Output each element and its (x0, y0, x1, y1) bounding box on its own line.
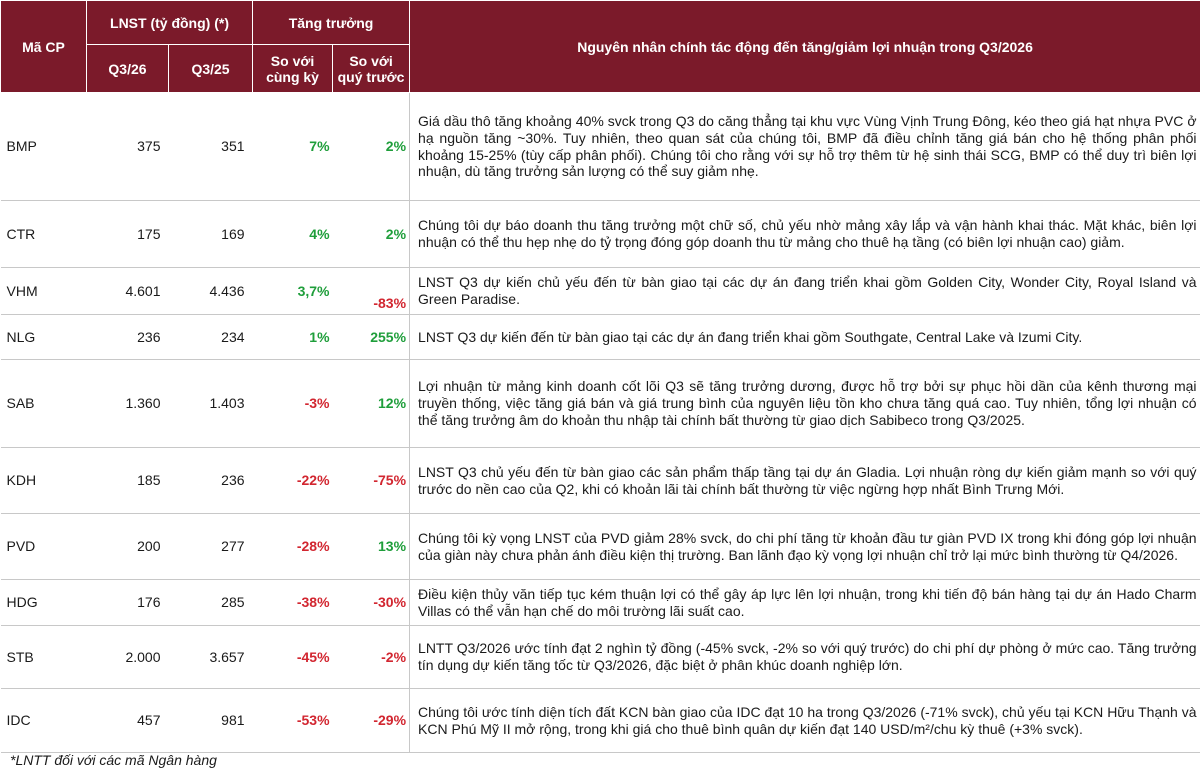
reason-cell: LNST Q3 chủ yếu đến từ bàn giao các sản … (409, 447, 1200, 514)
profit-q326-cell: 185 (86, 447, 169, 514)
profit-q326-cell: 457 (86, 688, 169, 753)
ticker-cell: STB (0, 625, 87, 689)
qoq-cell: -29% (332, 688, 410, 753)
header-q325: Q3/25 (167, 44, 254, 93)
ticker-cell: BMP (0, 92, 87, 201)
profit-q326-cell: 200 (86, 513, 169, 580)
table-row: STB 2.000 3.657 -45% -2% LNTT Q3/2026 ướ… (0, 625, 1200, 689)
table-row: NLG 236 234 1% 255% LNST Q3 dự kiến đến … (0, 314, 1200, 360)
qoq-cell: -83% (332, 267, 410, 315)
qoq-cell: -30% (332, 579, 410, 626)
header-ticker: Mã CP (0, 0, 87, 93)
table-row: KDH 185 236 -22% -75% LNST Q3 chủ yếu đế… (0, 447, 1200, 514)
table-row: CTR 175 169 4% 2% Chúng tôi dự báo doanh… (0, 200, 1200, 268)
header-q326: Q3/26 (86, 44, 169, 93)
reason-cell: LNST Q3 dự kiến chủ yếu đến từ bàn giao … (409, 267, 1200, 315)
qoq-cell: -75% (332, 447, 410, 514)
yoy-cell: -38% (252, 579, 333, 626)
table-body: BMP 375 351 7% 2% Giá dầu thô tăng khoản… (0, 92, 1200, 753)
table-row: BMP 375 351 7% 2% Giá dầu thô tăng khoản… (0, 92, 1200, 201)
profit-q325-cell: 169 (168, 200, 253, 268)
qoq-cell: 2% (332, 92, 410, 201)
yoy-cell: 1% (252, 314, 333, 360)
profit-q325-cell: 285 (168, 579, 253, 626)
profit-q326-cell: 236 (86, 314, 169, 360)
yoy-cell: -53% (252, 688, 333, 753)
qoq-cell: 255% (332, 314, 410, 360)
profit-q325-cell: 1.403 (168, 359, 253, 448)
yoy-cell: 4% (252, 200, 333, 268)
profit-q325-cell: 981 (168, 688, 253, 753)
reason-cell: LNTT Q3/2026 ước tính đạt 2 nghìn tỷ đồn… (409, 625, 1200, 689)
reason-cell: Điều kiện thủy văn tiếp tục kém thuận lợ… (409, 579, 1200, 626)
qoq-cell: -2% (332, 625, 410, 689)
header-growth-group: Tăng trưởng (252, 0, 411, 45)
profit-q326-cell: 375 (86, 92, 169, 201)
reason-cell: LNST Q3 dự kiến đến từ bàn giao tại các … (409, 314, 1200, 360)
earnings-table: Mã CP LNST (tỷ đồng) (*) Tăng trưởng Ngu… (0, 0, 1200, 753)
reason-cell: Chúng tôi kỳ vọng LNST của PVD giảm 28% … (409, 513, 1200, 580)
profit-q326-cell: 176 (86, 579, 169, 626)
ticker-cell: SAB (0, 359, 87, 448)
table-row: VHM 4.601 4.436 3,7% -83% LNST Q3 dự kiế… (0, 267, 1200, 315)
reason-cell: Giá dầu thô tăng khoảng 40% svck trong Q… (409, 92, 1200, 201)
header-profit-group: LNST (tỷ đồng) (*) (85, 0, 254, 45)
header-qoq: So với quý trước (332, 44, 411, 93)
profit-q325-cell: 3.657 (168, 625, 253, 689)
profit-q326-cell: 175 (86, 200, 169, 268)
ticker-cell: NLG (0, 314, 87, 360)
reason-cell: Chúng tôi dự báo doanh thu tăng trưởng m… (409, 200, 1200, 268)
ticker-cell: IDC (0, 688, 87, 753)
yoy-cell: 7% (252, 92, 333, 201)
table-row: SAB 1.360 1.403 -3% 12% Lợi nhuận từ mản… (0, 359, 1200, 448)
header-reason: Nguyên nhân chính tác động đến tăng/giảm… (409, 0, 1200, 93)
profit-q325-cell: 234 (168, 314, 253, 360)
table-header: Mã CP LNST (tỷ đồng) (*) Tăng trưởng Ngu… (0, 0, 1200, 93)
yoy-cell: -28% (252, 513, 333, 580)
yoy-cell: -22% (252, 447, 333, 514)
yoy-cell: 3,7% (252, 267, 333, 315)
profit-q325-cell: 236 (168, 447, 253, 514)
profit-q326-cell: 1.360 (86, 359, 169, 448)
ticker-cell: HDG (0, 579, 87, 626)
ticker-cell: PVD (0, 513, 87, 580)
profit-q325-cell: 4.436 (168, 267, 253, 315)
table-row: IDC 457 981 -53% -29% Chúng tôi ước tính… (0, 688, 1200, 753)
reason-cell: Lợi nhuận từ mảng kinh doanh cốt lõi Q3 … (409, 359, 1200, 448)
profit-q326-cell: 4.601 (86, 267, 169, 315)
profit-q325-cell: 351 (168, 92, 253, 201)
yoy-cell: -3% (252, 359, 333, 448)
ticker-cell: VHM (0, 267, 87, 315)
profit-q326-cell: 2.000 (86, 625, 169, 689)
qoq-cell: 2% (332, 200, 410, 268)
table-row: HDG 176 285 -38% -30% Điều kiện thủy văn… (0, 579, 1200, 626)
ticker-cell: KDH (0, 447, 87, 514)
qoq-cell: 12% (332, 359, 410, 448)
profit-q325-cell: 277 (168, 513, 253, 580)
reason-cell: Chúng tôi ước tính diện tích đất KCN bàn… (409, 688, 1200, 753)
header-yoy: So với cùng kỳ (252, 44, 334, 93)
yoy-cell: -45% (252, 625, 333, 689)
footnote: *LNTT đối với các mã Ngân hàng (10, 752, 217, 768)
ticker-cell: CTR (0, 200, 87, 268)
table-row: PVD 200 277 -28% 13% Chúng tôi kỳ vọng L… (0, 513, 1200, 580)
qoq-cell: 13% (332, 513, 410, 580)
